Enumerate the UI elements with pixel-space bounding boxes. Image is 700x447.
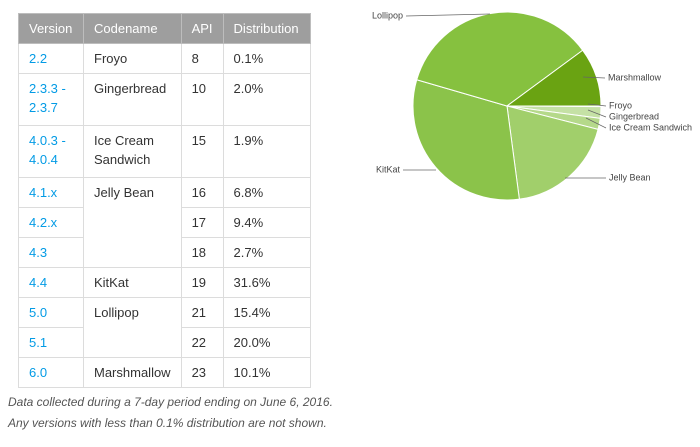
distribution: 6.8% — [222, 177, 311, 208]
distribution: 2.7% — [222, 237, 311, 268]
pie-slice — [505, 49, 602, 107]
footnote: Any versions with less than 0.1% distrib… — [8, 416, 327, 430]
slice-label: KitKat — [376, 164, 401, 174]
version-link[interactable]: 2.2 — [18, 43, 84, 74]
codename: Gingerbread — [83, 73, 182, 126]
slice-label: Lollipop — [372, 10, 403, 20]
codename: KitKat — [83, 267, 182, 298]
api-level: 18 — [180, 237, 224, 268]
slice-label: Froyo — [609, 100, 632, 110]
table-row: 6.0 Marshmallow 23 10.1% — [18, 357, 311, 388]
codename: Jelly Bean — [83, 177, 182, 268]
api-level: 16 — [180, 177, 224, 208]
pie-slice — [416, 11, 584, 107]
distribution-table: Version Codename API Distribution 2.2 Froyo 8… — [18, 13, 311, 388]
slice-label: Ice Cream Sandwich — [609, 122, 692, 132]
distribution: 2.0% — [222, 73, 311, 126]
table-row: 4.3 18 2.7% — [18, 237, 311, 268]
api-level: 10 — [180, 73, 224, 126]
table-row: 2.2 Froyo 8 0.1% — [18, 43, 311, 74]
table-row: 2.3.3 - 2.3.7 Gingerbread 10 2.0% — [18, 73, 311, 126]
slice-label: Jelly Bean — [609, 172, 651, 182]
leader-line — [585, 117, 607, 129]
pie-slice — [506, 105, 599, 200]
api-level: 22 — [180, 327, 224, 358]
version-link[interactable]: 2.3.3 - 2.3.7 — [18, 73, 84, 126]
leader-line — [405, 13, 491, 17]
distribution: 10.1% — [222, 357, 311, 388]
leader-line — [582, 76, 606, 79]
table-row: 4.1.x Jelly Bean 16 6.8% — [18, 177, 311, 268]
leader-line — [587, 103, 607, 107]
leader-line — [587, 109, 607, 118]
pie-slice — [412, 79, 520, 201]
api-level: 8 — [180, 43, 224, 74]
codename: Froyo — [83, 43, 182, 74]
table-row: 4.4 KitKat 19 31.6% — [18, 267, 311, 298]
codename: Marshmallow — [83, 357, 182, 388]
version-link[interactable]: 4.0.3 - 4.0.4 — [18, 125, 84, 178]
footnote: Data collected during a 7-day period end… — [8, 395, 333, 409]
api-level: 21 — [180, 297, 224, 328]
column-header: Distribution — [222, 13, 311, 44]
version-link[interactable]: 6.0 — [18, 357, 84, 388]
slice-label: Gingerbread — [609, 111, 659, 121]
header-row: Version Codename API Distribution — [18, 13, 311, 44]
version-link[interactable]: 5.0 — [18, 297, 84, 328]
table-row: 4.0.3 - 4.0.4 Ice Cream Sandwich 15 1.9% — [18, 125, 311, 178]
column-header: Version — [18, 13, 84, 44]
slice-label: Marshmallow — [608, 72, 662, 82]
version-link[interactable]: 4.2.x — [18, 207, 84, 238]
distribution: 1.9% — [222, 125, 311, 178]
version-link[interactable]: 4.4 — [18, 267, 84, 298]
codename: Ice Cream Sandwich — [83, 125, 182, 178]
api-level: 23 — [180, 357, 224, 388]
table-row: 5.0 Lollipop 21 15.4% — [18, 297, 311, 358]
